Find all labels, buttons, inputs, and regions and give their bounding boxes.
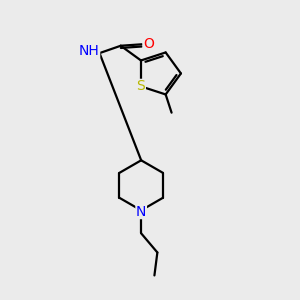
Text: S: S: [136, 80, 145, 93]
Text: O: O: [143, 37, 154, 51]
Text: N: N: [136, 205, 146, 218]
Text: NH: NH: [79, 44, 100, 58]
